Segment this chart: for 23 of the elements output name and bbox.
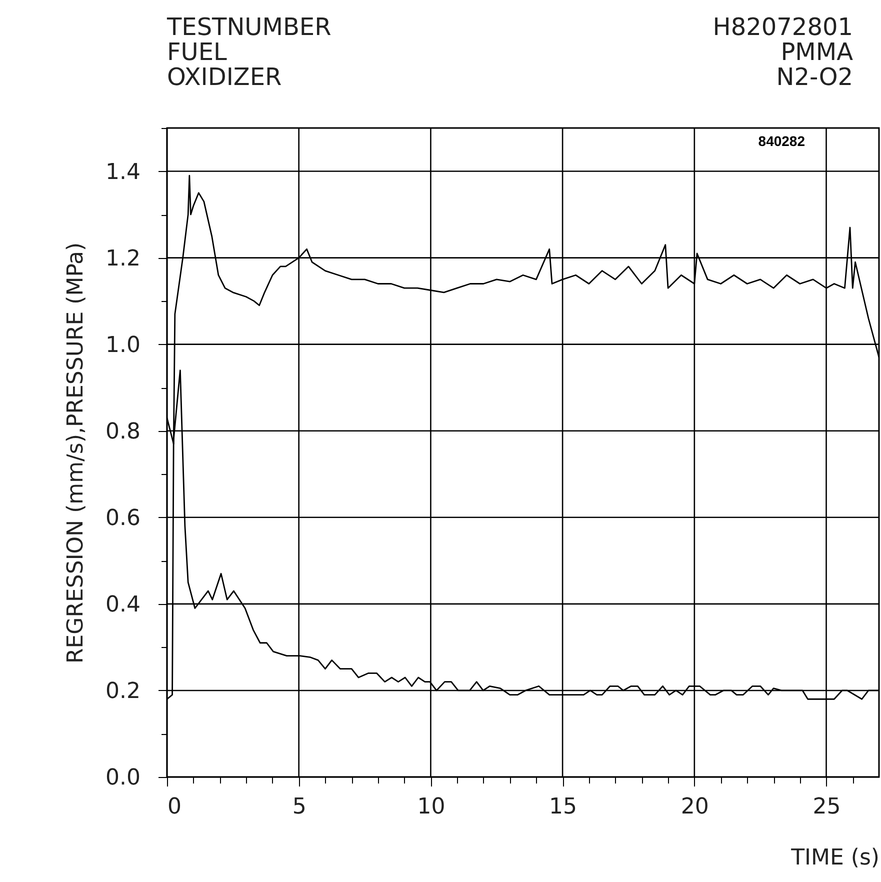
- y-tick-label: 1.0: [106, 332, 140, 358]
- x-axis-title: TIME (s): [790, 846, 880, 870]
- y-tick-label: 1.2: [106, 246, 140, 272]
- y-tick-label: 0.4: [106, 592, 140, 618]
- y-tick-label: 1.4: [106, 160, 140, 185]
- text: OXIDIZER: [167, 63, 282, 91]
- x-tick-label: 5: [292, 794, 306, 820]
- text: N2-O2: [776, 63, 853, 91]
- x-tick-label: 15: [549, 794, 578, 820]
- y-tick-label: 0.2: [106, 678, 140, 704]
- annotation: 840282: [758, 133, 806, 149]
- text: H82072801: [712, 13, 853, 41]
- y-tick-label: 0.6: [106, 506, 140, 531]
- text: FUEL: [167, 38, 228, 66]
- y-axis-title: REGRESSION (mm/s),PRESSURE (MPa): [64, 242, 89, 664]
- y-tick-label: 0.0: [106, 766, 140, 790]
- x-tick-label: 10: [417, 794, 446, 820]
- text: TESTNUMBER: [166, 13, 332, 41]
- x-tick-label: 0: [168, 794, 182, 820]
- y-tick-label: 0.8: [106, 419, 140, 444]
- x-tick-label: 20: [680, 794, 709, 820]
- text: PMMA: [780, 38, 854, 66]
- x-tick-label: 25: [812, 794, 841, 820]
